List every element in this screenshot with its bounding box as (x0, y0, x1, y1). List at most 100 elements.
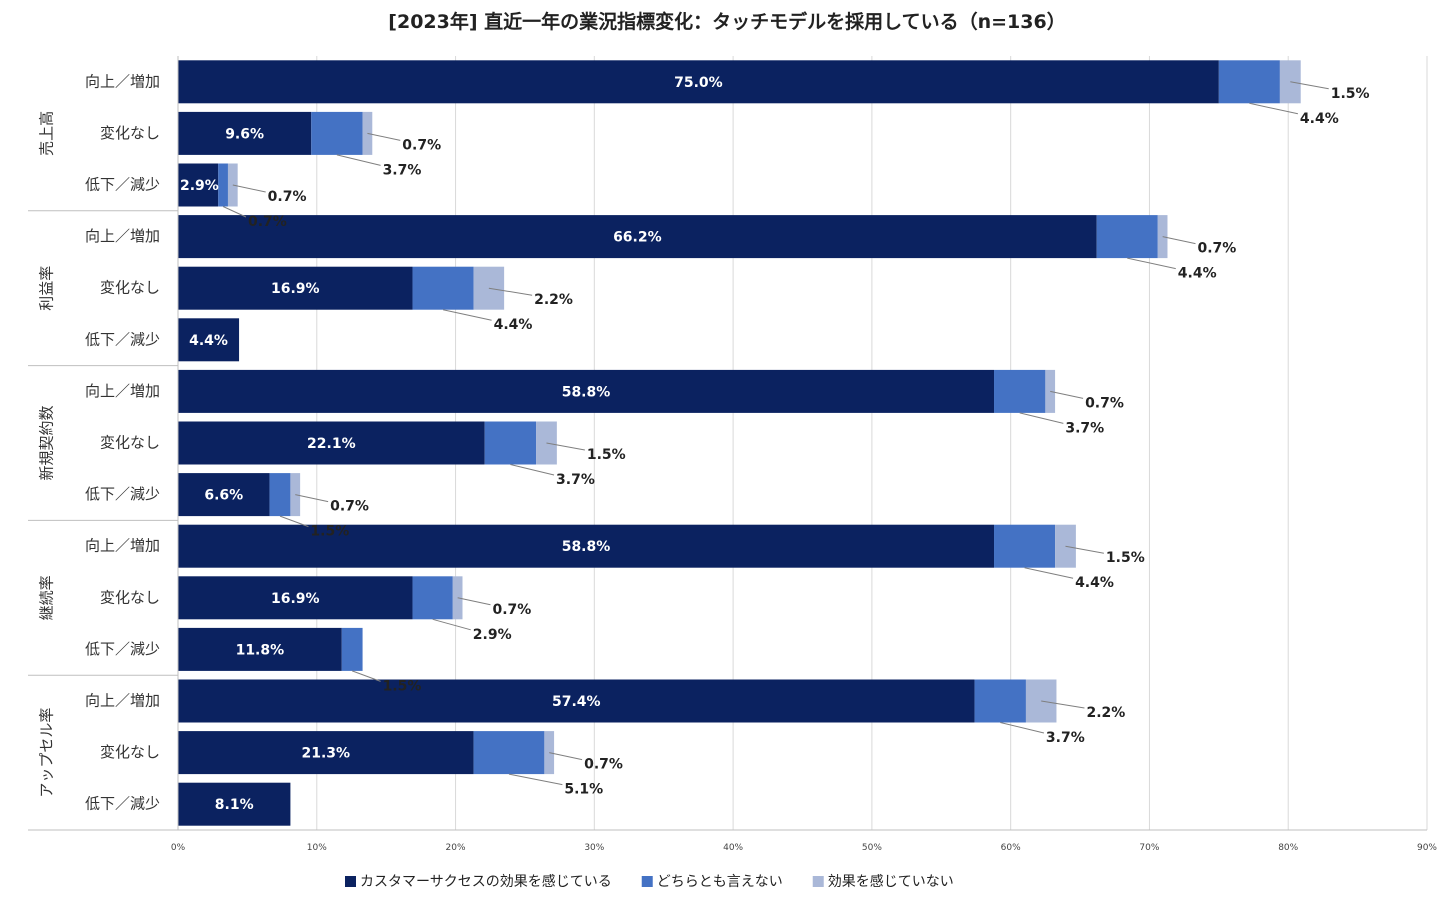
data-label: 3.7% (383, 162, 422, 178)
data-label: 11.8% (236, 642, 285, 658)
legend-swatch (641, 876, 653, 887)
bar-segment (178, 318, 240, 362)
leader-line (508, 773, 563, 786)
bar-segment (1045, 369, 1056, 413)
leader-line (279, 515, 309, 528)
leader-line (549, 752, 583, 761)
x-tick-label: 60% (1001, 843, 1021, 853)
bar-segment (974, 679, 1026, 723)
data-label: 0.7% (584, 757, 623, 773)
data-label: 4.4% (1178, 266, 1217, 282)
bar-segment (178, 782, 291, 826)
bar-segment (178, 266, 413, 310)
data-label: 1.5% (310, 524, 349, 540)
leader-line (1162, 236, 1196, 245)
data-label: 2.2% (1086, 705, 1125, 721)
leader-line (351, 670, 381, 682)
leader-line (432, 618, 471, 631)
data-label: 9.6% (225, 126, 264, 142)
bar-segment (311, 111, 363, 155)
bar-segment (178, 163, 219, 207)
bar-segment (178, 627, 342, 671)
data-label: 3.7% (1065, 420, 1104, 436)
data-label: 0.7% (492, 602, 531, 618)
legend-swatch (812, 876, 824, 887)
category-label: 向上／増加 (85, 72, 160, 90)
category-label: 低下／減少 (85, 640, 160, 658)
legend-label: どちらとも言えない (657, 874, 783, 890)
data-label: 4.4% (1075, 575, 1114, 591)
bar-segment (362, 111, 373, 155)
data-label: 1.5% (587, 447, 626, 463)
category-label: 向上／増加 (85, 692, 160, 710)
data-label: 6.6% (204, 488, 243, 504)
bar-segment (178, 421, 485, 465)
leader-line (457, 597, 491, 606)
leader-line (488, 287, 533, 296)
data-label: 1.5% (1331, 86, 1370, 102)
category-label: 変化なし (100, 124, 160, 142)
bar-segment (412, 576, 453, 620)
x-tick-label: 80% (1278, 843, 1298, 853)
x-tick-label: 50% (862, 843, 882, 853)
data-label: 5.1% (564, 782, 603, 798)
data-label: 58.8% (562, 384, 611, 400)
bar-segment (178, 111, 312, 155)
data-label: 16.9% (271, 591, 320, 607)
bar-segment (178, 60, 1219, 104)
data-label: 2.9% (180, 178, 219, 194)
data-labels: 75.0% 4.4% 1.5% 9.6% 3.7% 0.7% 2.9% 0.7% 0.7% 66.… (180, 75, 1370, 813)
bar-segment (178, 369, 995, 413)
category-label: 低下／減少 (85, 176, 160, 194)
legend-label: カスタマーサクセスの効果を感じている (360, 873, 612, 890)
bar-segment (178, 576, 413, 620)
bar-segment (178, 731, 474, 775)
x-tick-label: 40% (723, 843, 743, 853)
x-tick-label: 70% (1139, 843, 1159, 853)
bar-segment (1218, 60, 1280, 104)
leader-line (1024, 567, 1074, 579)
data-label: 58.8% (562, 539, 611, 555)
leader-line (1290, 81, 1329, 90)
x-tick-label: 10% (307, 843, 327, 853)
data-label: 75.0% (674, 75, 723, 91)
data-label: 0.7% (1085, 395, 1124, 411)
chart-title: [2023年] 直近一年の業況指標変化：タッチモデルを採用している（n=136） (388, 10, 1065, 33)
leader-line (222, 206, 247, 218)
leader-line (1249, 102, 1299, 115)
category-label: 低下／減少 (85, 795, 160, 813)
group-label: 売上高 (38, 111, 56, 156)
x-tick-label: 0% (171, 843, 186, 853)
data-label: 2.9% (473, 627, 512, 643)
leader-line (295, 494, 329, 503)
data-label: 4.4% (189, 333, 228, 349)
data-label: 21.3% (302, 746, 351, 762)
data-label: 0.7% (330, 499, 369, 515)
category-label: 変化なし (100, 434, 160, 452)
bar-segment (218, 163, 228, 207)
bar-segment (341, 627, 363, 671)
leader-line (1019, 412, 1064, 424)
group-label: 新規契約数 (38, 405, 56, 480)
bar-segment (269, 473, 291, 517)
category-label: 低下／減少 (85, 485, 160, 503)
leader-line (442, 309, 492, 321)
group-label: 利益率 (38, 266, 56, 311)
leader-line (367, 132, 401, 141)
leader-line (1041, 700, 1085, 709)
leader-line (1065, 545, 1104, 554)
category-label: 向上／増加 (85, 227, 160, 245)
category-label: 変化なし (100, 588, 160, 606)
data-label: 22.1% (307, 436, 356, 452)
bar-segment (994, 369, 1046, 413)
data-label: 4.4% (494, 317, 533, 333)
legend: カスタマーサクセスの効果を感じている どちらとも言えない 効果を感じていない (345, 873, 954, 890)
data-label: 0.7% (248, 214, 287, 230)
group-label: アップセル率 (38, 708, 56, 798)
category-label: 低下／減少 (85, 330, 160, 348)
legend-swatch (345, 876, 356, 887)
bar-segment (994, 524, 1056, 568)
bar-segment (178, 524, 995, 568)
category-label: 変化なし (100, 743, 160, 761)
bars (178, 60, 1301, 826)
